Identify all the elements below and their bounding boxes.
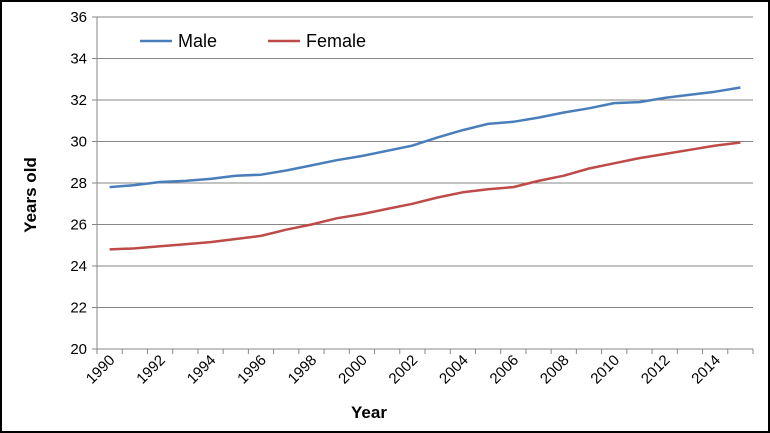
x-tick-label-2008: 2008 [537, 352, 573, 388]
y-tick-label-28: 28 [70, 175, 87, 192]
y-tick-label-36: 36 [70, 9, 87, 26]
x-tick-label-2002: 2002 [386, 352, 422, 388]
gridlines [97, 16, 753, 308]
y-tick-label-20: 20 [70, 341, 87, 358]
x-tick-label-1992: 1992 [133, 352, 169, 388]
x-axis-title: Year [351, 403, 387, 422]
y-tick-label-34: 34 [70, 51, 87, 68]
y-tick-label-24: 24 [70, 258, 87, 275]
legend-label-female: Female [306, 31, 366, 51]
y-axis-title: Years old [21, 157, 40, 233]
x-tick-label-2006: 2006 [487, 352, 523, 388]
x-tick-label-1998: 1998 [285, 352, 321, 388]
series-line-male [109, 86, 741, 189]
y-tick-label-32: 32 [70, 92, 87, 109]
x-tick-label-1996: 1996 [234, 352, 270, 388]
y-tick-label-30: 30 [70, 134, 87, 151]
x-tick-label-2004: 2004 [436, 352, 472, 388]
axes: 20 22 24 26 28 30 32 34 36 1990 1992 1994 1996 1998 20… [70, 9, 754, 388]
x-tick-label-1994: 1994 [184, 352, 220, 388]
x-tick-label-2000: 2000 [335, 352, 371, 388]
x-tick-label-2010: 2010 [587, 352, 623, 388]
y-tick-label-26: 26 [70, 217, 87, 234]
x-tick-label-2012: 2012 [638, 352, 674, 388]
series-lines [109, 86, 741, 251]
legend-label-male: Male [178, 31, 217, 51]
series-line-female [109, 141, 741, 251]
y-tick-label-22: 22 [70, 300, 87, 317]
x-tick-label-1990: 1990 [83, 352, 119, 388]
legend: Male Female [140, 31, 366, 51]
x-tick-label-2014: 2014 [688, 352, 724, 388]
